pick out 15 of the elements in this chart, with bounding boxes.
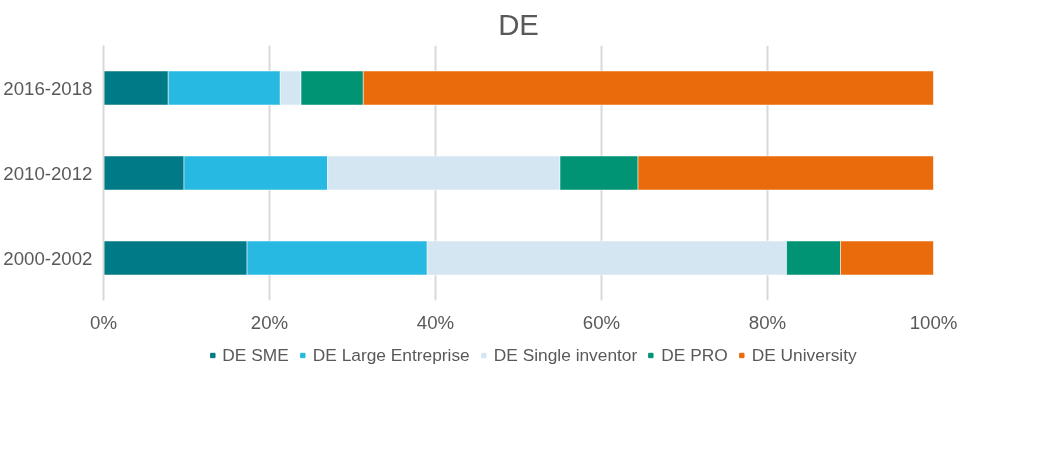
x-tick-label: 80%: [748, 311, 787, 333]
legend-label: DE University: [751, 344, 857, 366]
legend-label: DE PRO: [661, 344, 728, 366]
legend-label: DE Large Entreprise: [312, 344, 470, 366]
y-tick-label: 2010-2012: [3, 162, 93, 184]
x-tick-label: 20%: [250, 311, 289, 333]
x-tick-label: 60%: [582, 311, 621, 333]
y-tick-label: 2016-2018: [3, 77, 93, 99]
legend-label: DE SME: [222, 344, 289, 366]
x-tick-label: 40%: [416, 311, 455, 333]
x-tick-label: 100%: [909, 311, 958, 333]
legend-label: DE Single inventor: [493, 344, 638, 366]
chart-title: DE: [498, 7, 539, 41]
x-tick-label: 0%: [90, 311, 117, 333]
y-tick-label: 2000-2002: [3, 247, 93, 269]
